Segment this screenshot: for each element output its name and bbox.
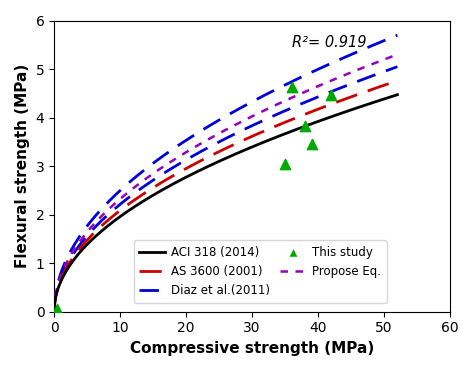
Propose Eq. [217, 131, 222, 135]
ACI 318 (2014) [237, 150, 243, 154]
ACI 318 (2014) [386, 95, 392, 99]
AS 3600 (2001) [386, 81, 392, 86]
ACI 318 (2014) [217, 159, 222, 164]
AS 3600 (2001) [51, 308, 57, 313]
This study [54, 306, 61, 312]
Diaz et al.(2011) [214, 119, 220, 124]
This study [301, 123, 309, 129]
Line: Diaz et al.(2011): Diaz et al.(2011) [54, 35, 397, 311]
AS 3600 (2001) [217, 149, 222, 154]
ACI 318 (2014) [51, 309, 57, 313]
Propose Eq. [214, 132, 220, 137]
Diaz et al.(2011) [255, 96, 261, 101]
AS 3600 (2001) [237, 139, 243, 144]
Y-axis label: Flexural strength (MPa): Flexural strength (MPa) [15, 64, 30, 268]
Propose Eq. [237, 120, 243, 125]
Legend: ACI 318 (2014), AS 3600 (2001), Diaz et al.(2011), This study, Propose Eq.: ACI 318 (2014), AS 3600 (2001), Diaz et … [134, 240, 387, 303]
Line: ACI 318 (2014): ACI 318 (2014) [54, 95, 397, 311]
AS 3600 (2001) [394, 79, 400, 83]
AS 3600 (2001) [255, 131, 261, 136]
Text: R²= 0.919: R²= 0.919 [292, 35, 366, 50]
Line: Propose Eq.: Propose Eq. [54, 55, 397, 311]
Diaz et al.(2011) [386, 36, 392, 41]
Propose Eq. [333, 76, 338, 81]
Line: AS 3600 (2001): AS 3600 (2001) [54, 81, 397, 311]
Propose Eq. [386, 55, 392, 60]
AS 3600 (2001) [333, 101, 338, 105]
Diaz et al.(2011) [394, 33, 400, 37]
This study [328, 92, 335, 98]
Propose Eq. [394, 52, 400, 57]
Propose Eq. [255, 111, 261, 115]
AS 3600 (2001) [214, 150, 220, 155]
Diaz et al.(2011) [51, 308, 57, 313]
This study [282, 161, 289, 167]
X-axis label: Compressive strength (MPa): Compressive strength (MPa) [130, 341, 374, 356]
Diaz et al.(2011) [217, 118, 222, 122]
This study [288, 85, 296, 91]
Propose Eq. [51, 308, 57, 313]
ACI 318 (2014) [214, 160, 220, 164]
This study [308, 141, 315, 147]
ACI 318 (2014) [394, 92, 400, 97]
ACI 318 (2014) [255, 142, 261, 147]
Diaz et al.(2011) [237, 106, 243, 111]
ACI 318 (2014) [333, 113, 338, 118]
Diaz et al.(2011) [333, 59, 338, 63]
